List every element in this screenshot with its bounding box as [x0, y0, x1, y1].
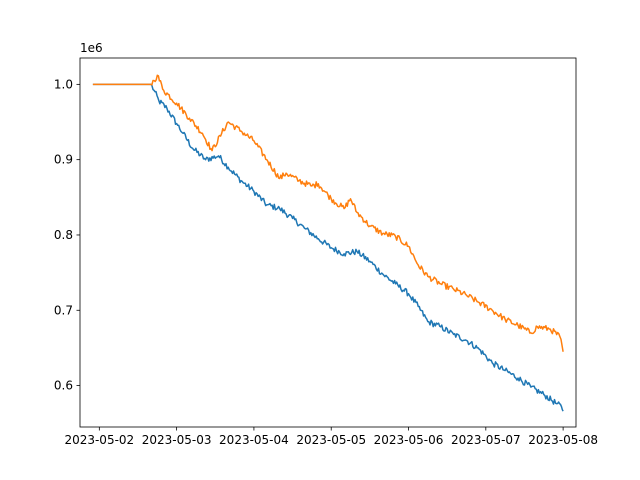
x-tick-label: 2023-05-07 [451, 433, 521, 447]
x-axis: 2023-05-02 2023-05-03 2023-05-04 2023-05-05… [64, 427, 598, 447]
x-tick-label: 2023-05-03 [142, 433, 212, 447]
y-tick-label: 0.7 [54, 303, 73, 317]
y-axis: 0.6 0.7 0.8 0.9 1.0 [54, 77, 80, 393]
x-tick-label: 2023-05-04 [219, 433, 289, 447]
y-tick-label: 1.0 [54, 77, 73, 91]
y-tick-label: 0.6 [54, 379, 73, 393]
x-tick-label: 2023-05-02 [64, 433, 134, 447]
y-tick-label: 0.8 [54, 228, 73, 242]
y-tick-label: 0.9 [54, 153, 73, 167]
series-layer [92, 74, 564, 412]
plot-area [80, 58, 576, 427]
y-offset-label: 1e6 [80, 41, 103, 55]
plot-frame [79, 57, 577, 428]
series-line-2 [92, 74, 564, 352]
x-tick-label: 2023-05-06 [374, 433, 444, 447]
x-tick-label: 2023-05-05 [296, 433, 366, 447]
x-tick-label: 2023-05-08 [528, 433, 598, 447]
series-line-1 [92, 83, 564, 412]
